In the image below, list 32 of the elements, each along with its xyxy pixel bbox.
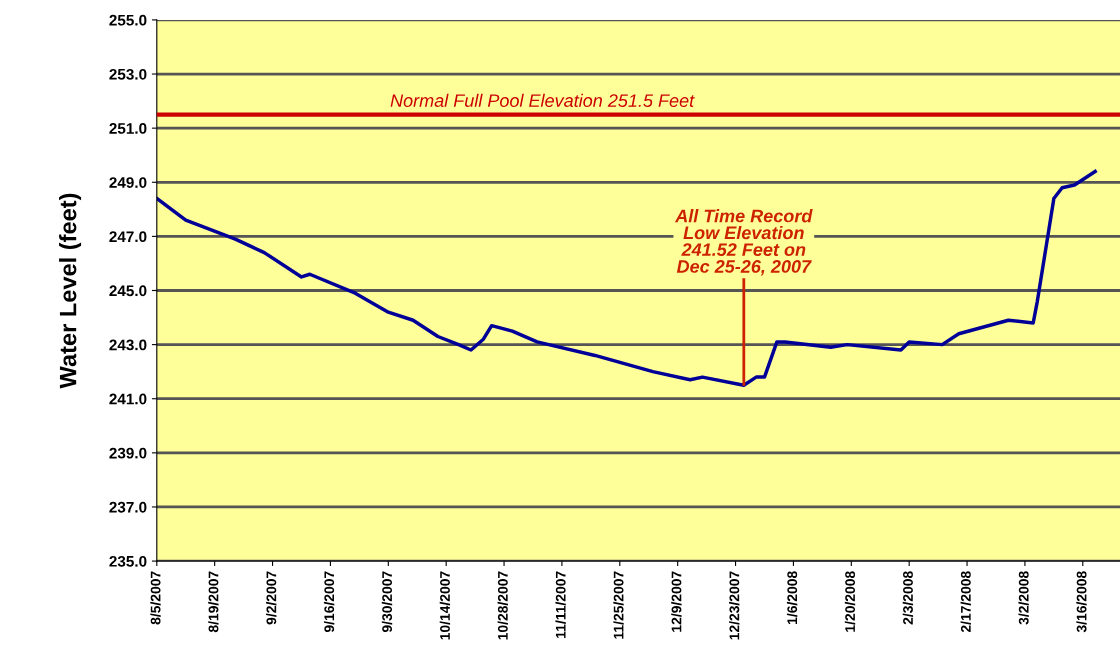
y-tick-label: 247.0 xyxy=(109,231,147,243)
x-tick-label: 11/11/2007 xyxy=(555,571,566,638)
y-tick-label: 235.0 xyxy=(109,555,147,567)
y-tick-label: 237.0 xyxy=(109,501,147,513)
x-tick-label: 1/6/2008 xyxy=(786,571,798,624)
y-tick-label: 253.0 xyxy=(109,68,147,80)
y-axis-title: Water Level (feet) xyxy=(59,193,82,389)
y-tick-label: 241.0 xyxy=(109,393,147,405)
ref-line-label: Normal Full Pool Elevation 251.5 Feet xyxy=(390,93,695,107)
annotation: All Time Record Low Elevation 241.52 Feet on Dec 25-26, 2007 xyxy=(674,209,813,276)
x-tick-label: 11/25/2007 xyxy=(613,571,624,639)
x-tick-label: 8/19/2007 xyxy=(208,571,219,633)
x-tick-label: 1/20/2008 xyxy=(844,571,856,632)
x-tick-label: 9/16/2007 xyxy=(323,571,335,633)
x-tick-label: 10/28/2007 xyxy=(497,571,508,640)
x-tick-label: 10/14/2007 xyxy=(439,571,451,640)
line-series xyxy=(156,169,1097,387)
x-tick-label: 12/23/2007 xyxy=(729,571,740,640)
x-tick-label: 8/5/2007 xyxy=(150,571,161,625)
y-tick-label: 239.0 xyxy=(109,447,147,459)
x-tick-label: 9/30/2007 xyxy=(381,571,393,633)
y-tick-label: 245.0 xyxy=(109,285,147,297)
y-tick-label: 255.0 xyxy=(109,14,147,26)
x-tick-label: 2/3/2008 xyxy=(902,571,914,625)
x-tick-label: 2/17/2008 xyxy=(960,571,971,633)
y-tick-label: 249.0 xyxy=(109,177,147,188)
x-tick-label: 9/2/2007 xyxy=(266,571,277,625)
y-tick-label: 243.0 xyxy=(109,339,147,351)
x-tick-label: 12/9/2007 xyxy=(671,571,682,632)
y-tick-label: 251.0 xyxy=(109,123,147,134)
x-tick-label: 3/16/2008 xyxy=(1076,571,1087,633)
x-tick-label: 3/2/2008 xyxy=(1018,571,1029,625)
